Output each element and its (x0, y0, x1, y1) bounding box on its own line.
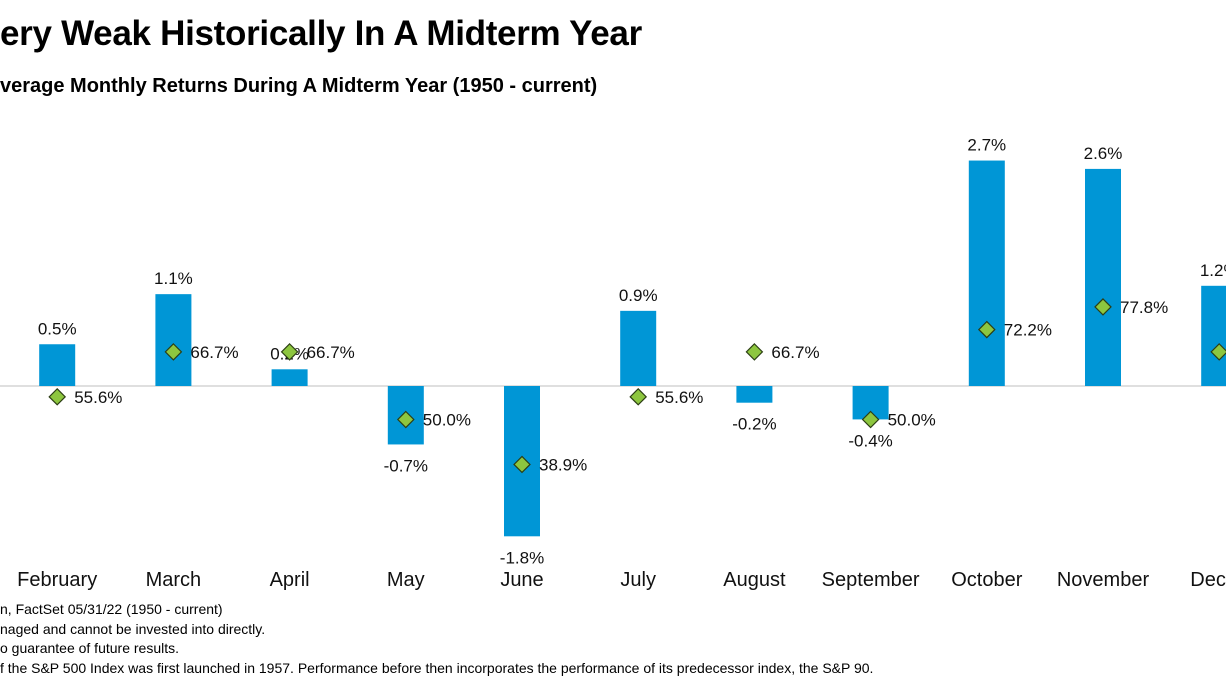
positive-pct-label-8: 50.0% (888, 411, 936, 430)
chart-subtitle: verage Monthly Returns During A Midterm … (0, 75, 598, 97)
bar-7 (736, 386, 773, 403)
bar-value-label-4: -0.7% (384, 456, 428, 475)
x-tick-label-4: May (387, 569, 425, 591)
x-tick-label-3: April (270, 569, 310, 591)
footnote-disclaimer: o guarantee of future results. (0, 640, 179, 656)
x-tick-label-10: November (1057, 569, 1150, 591)
bar-value-label-8: -0.4% (848, 431, 892, 450)
footnote-index: naged and cannot be invested into direct… (0, 620, 266, 637)
positive-pct-label-1: 55.6% (74, 388, 122, 407)
bar-value-label-5: -1.8% (500, 548, 544, 567)
monthly-returns-chart: 0.5%55.6%February1.1%66.7%March0.2%66.7%… (0, 136, 1226, 591)
bar-1 (39, 344, 76, 386)
positive-pct-marker-7 (745, 343, 764, 361)
bar-value-label-6: 0.9% (619, 286, 658, 305)
bar-3 (271, 369, 308, 386)
positive-pct-marker-1 (48, 387, 67, 406)
bar-6 (620, 310, 657, 386)
x-tick-label-2: March (146, 569, 202, 591)
positive-pct-marker-9 (977, 320, 996, 339)
x-tick-label-7: August (723, 569, 786, 591)
x-tick-label-5: June (500, 569, 543, 591)
positive-pct-label-2: 66.7% (190, 343, 238, 362)
x-tick-label-11: Decen (1190, 569, 1226, 591)
bar-2 (155, 294, 192, 386)
bar-11 (1201, 285, 1226, 386)
positive-pct-label-3: 66.7% (307, 343, 355, 362)
positive-pct-label-9: 72.2% (1004, 321, 1052, 340)
bar-value-label-1: 0.5% (38, 319, 77, 338)
positive-pct-label-6: 55.6% (655, 388, 703, 407)
x-tick-label-1: February (17, 569, 97, 591)
positive-pct-label-7: 66.7% (771, 343, 819, 362)
footnotes: n, FactSet 05/31/22 (1950 - current) nag… (0, 600, 1226, 678)
chart-title: ery Weak Historically In A Midterm Year (0, 14, 642, 53)
bar-value-label-9: 2.7% (967, 136, 1006, 155)
positive-pct-marker-3 (280, 343, 299, 361)
x-tick-label-6: July (620, 569, 656, 591)
positive-pct-marker-10 (1094, 298, 1112, 316)
x-tick-label-8: September (822, 569, 920, 591)
positive-pct-label-5: 38.9% (539, 455, 587, 474)
bar-10 (1085, 168, 1121, 386)
bar-value-label-11: 1.2% (1200, 261, 1226, 280)
positive-pct-marker-8 (861, 410, 880, 429)
positive-pct-marker-11 (1210, 343, 1226, 361)
bar-value-label-10: 2.6% (1084, 144, 1123, 163)
bar-value-label-2: 1.1% (154, 269, 193, 288)
footnote-source: n, FactSet 05/31/22 (1950 - current) (0, 601, 223, 617)
positive-pct-marker-4 (396, 410, 415, 429)
bar-value-label-7: -0.2% (732, 415, 776, 434)
positive-pct-label-10: 77.8% (1120, 298, 1168, 317)
positive-pct-marker-2 (164, 343, 183, 361)
positive-pct-label-4: 50.0% (423, 411, 471, 430)
bar-9 (968, 160, 1005, 386)
positive-pct-marker-6 (629, 387, 648, 406)
positive-pct-marker-5 (513, 455, 531, 474)
footnote-history: f the S&P 500 Index was first launched i… (0, 659, 874, 676)
x-tick-label-9: October (951, 569, 1022, 591)
